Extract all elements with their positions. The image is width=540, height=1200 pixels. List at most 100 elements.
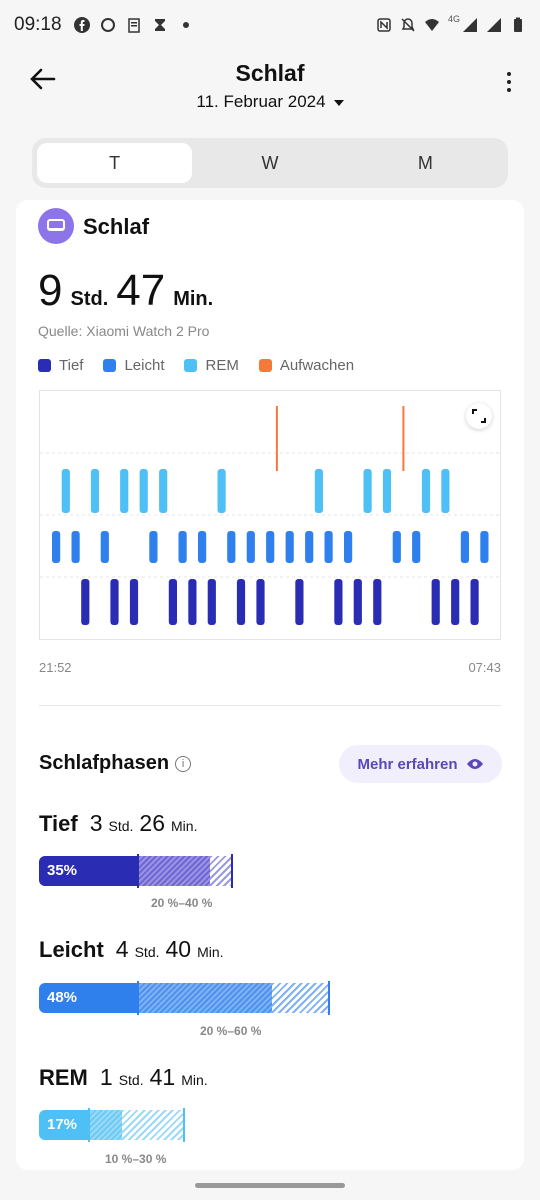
- phase-hours: 3: [89, 810, 103, 836]
- phase-range-fill: [138, 856, 210, 886]
- duration-minutes: 47: [116, 266, 166, 315]
- phase-minutes: 41: [149, 1064, 176, 1090]
- phase-hours: 4: [115, 936, 129, 962]
- legend-swatch: [38, 359, 51, 372]
- phase-range-end: [183, 1108, 185, 1142]
- hypnogram-segment-leicht: [178, 531, 187, 563]
- legend-label: REM: [205, 357, 239, 374]
- date-selector[interactable]: 11. Februar 2024: [0, 92, 540, 112]
- phase-bar-tief: 35%: [39, 854, 234, 888]
- battery-icon: [514, 17, 522, 32]
- hypnogram-segment-tief: [236, 579, 246, 625]
- phase-range-end: [231, 854, 233, 888]
- hypnogram-segment-tief: [188, 579, 197, 625]
- sleep-stage-chart[interactable]: [39, 390, 502, 640]
- hypnogram-segment-tief: [353, 579, 362, 625]
- tab-day[interactable]: T: [37, 143, 193, 183]
- app-header: Schlaf 11. Februar 2024: [0, 52, 540, 122]
- hypnogram-segment-rem: [139, 469, 148, 513]
- hypnogram-segment-leicht: [266, 531, 275, 563]
- home-indicator[interactable]: [195, 1183, 345, 1188]
- phase-range-label: 20 %–40 %: [151, 896, 213, 910]
- expand-icon[interactable]: [466, 403, 492, 429]
- legend-label: Leicht: [124, 357, 165, 374]
- card-title: Schlaf: [83, 214, 150, 239]
- hypnogram-segment-tief: [451, 579, 460, 625]
- hypnogram-segment-leicht: [344, 531, 353, 563]
- phase-minutes-unit: Min.: [171, 818, 198, 834]
- back-arrow-icon[interactable]: [28, 64, 58, 94]
- divider: [39, 705, 501, 706]
- hypnogram-segment-tief: [207, 579, 216, 625]
- phase-range-fill: [138, 983, 272, 1013]
- minutes-unit: Min.: [173, 288, 214, 310]
- hypnogram-segment-leicht: [324, 531, 333, 563]
- hypnogram-segment-leicht: [285, 531, 294, 563]
- hypnogram-segment-leicht: [227, 531, 236, 563]
- phase-range-start: [137, 854, 139, 888]
- hypnogram-segment-rem: [217, 469, 226, 513]
- hypnogram-segment-leicht: [71, 531, 80, 563]
- hypnogram-segment-leicht: [52, 531, 61, 563]
- phase-minutes: 26: [139, 810, 166, 836]
- chart-legend: Tief Leicht REM Aufwachen: [38, 357, 354, 374]
- signal-icon: [463, 18, 477, 32]
- legend-label: Tief: [59, 357, 84, 374]
- phase-range-start: [88, 1108, 90, 1142]
- phase-name: REM: [39, 1065, 88, 1090]
- hypnogram-segment-leicht: [460, 531, 469, 563]
- hypnogram-segment-rem: [159, 469, 168, 513]
- phase-minutes-unit: Min.: [181, 1072, 208, 1088]
- hypnogram-segment-rem: [61, 469, 70, 513]
- hypnogram-segment-tief: [470, 579, 479, 625]
- page-title: Schlaf: [235, 60, 305, 86]
- hypnogram-segment-tief: [431, 579, 440, 625]
- legend-label: Aufwachen: [279, 357, 355, 374]
- tab-month[interactable]: M: [417, 152, 433, 173]
- hypnogram-segment-leicht: [246, 531, 255, 563]
- dot-icon: [182, 22, 189, 28]
- hypnogram-segment-rem: [441, 469, 450, 513]
- tab-week[interactable]: W: [261, 152, 279, 173]
- chart-end-time: 07:43: [468, 660, 501, 675]
- info-icon[interactable]: i: [175, 755, 192, 772]
- hypnogram-segment-rem: [363, 469, 372, 513]
- legend-item-tief: Tief: [38, 357, 83, 374]
- hypnogram-segment-tief: [295, 579, 304, 625]
- phase-percent: 48%: [39, 983, 138, 1013]
- hypnogram-segment-leicht: [100, 531, 109, 563]
- hypnogram-segment-rem: [120, 469, 129, 513]
- phase-range-fill: [89, 1110, 122, 1140]
- status-bar: 09:18 4G: [0, 0, 540, 50]
- legend-item-aufwachen: Aufwachen: [258, 357, 355, 374]
- hypnogram-segment-tief: [256, 579, 265, 625]
- wifi-icon: [424, 19, 439, 31]
- phase-hours-unit: Std.: [108, 818, 134, 834]
- bed-icon: [38, 208, 74, 244]
- learn-more-button[interactable]: Mehr erfahren: [339, 745, 502, 783]
- phase-range-rest: [122, 1110, 184, 1140]
- hypnogram-segment-leicht: [392, 531, 401, 563]
- hypnogram-segment-leicht: [305, 531, 314, 563]
- phase-bar-leicht: 48%: [39, 981, 331, 1015]
- more-options-icon[interactable]: [506, 72, 512, 96]
- hours-unit: Std.: [70, 288, 109, 310]
- caret-down-icon: [333, 99, 344, 106]
- period-tabs: T W M: [32, 138, 508, 188]
- legend-item-rem: REM: [184, 357, 239, 374]
- duration-hours: 9: [38, 266, 63, 315]
- phases-title-label: Schlafphasen: [39, 752, 170, 774]
- hypnogram-segment-rem: [314, 469, 323, 513]
- phase-leicht: Leicht 4 Std. 40 Min.: [39, 936, 224, 963]
- legend-item-leicht: Leicht: [103, 357, 164, 374]
- hypnogram-segment-rem: [382, 469, 392, 513]
- signal-icon: [487, 18, 501, 32]
- phase-range-start: [137, 981, 139, 1015]
- chart-start-time: 21:52: [39, 660, 72, 675]
- phase-percent: 17%: [39, 1110, 89, 1140]
- hypnogram-segment-leicht: [198, 531, 207, 563]
- hypnogram-segment-leicht: [480, 531, 489, 563]
- hypnogram-segment-aufwachen: [402, 406, 405, 471]
- sleep-duration: 9 Std. 47 Min.: [38, 266, 213, 316]
- mute-icon: [401, 18, 415, 32]
